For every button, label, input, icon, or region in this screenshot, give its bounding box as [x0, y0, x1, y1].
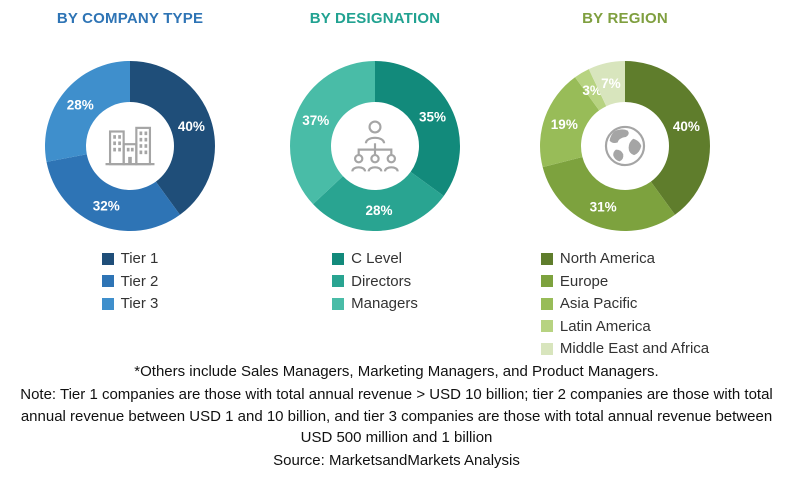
company-type-donut: 40% 32% 28%	[35, 51, 225, 241]
segment-middle-east-and-africa	[588, 61, 625, 107]
globe-icon	[596, 117, 654, 175]
legend-label: Directors	[351, 272, 412, 290]
chart-by-region: BY REGION 40% 31% 19% 3% 7% North America Eur…	[497, 10, 753, 359]
others-note: *Others include Sales Managers, Marketin…	[134, 363, 659, 380]
legend-swatch	[101, 275, 114, 288]
region-donut-svg: 40% 31% 19% 3% 7%	[540, 61, 710, 232]
legend-swatch	[540, 320, 553, 333]
chart-by-company-type: BY COMPANY TYPE 40% 32% 28%	[8, 10, 252, 314]
value-label-asia-pacific: 19%	[551, 117, 578, 132]
legend-item-latin-america: Latin America	[540, 317, 709, 337]
legend-swatch	[332, 297, 345, 310]
legend-item-asia-pacific: Asia Pacific	[540, 294, 709, 314]
legend-label: C Level	[351, 250, 402, 267]
legend-label: Europe	[559, 272, 609, 290]
segment-c-level	[375, 61, 460, 196]
chart-title: BY DESIGNATION	[309, 10, 441, 27]
legend-swatch	[101, 297, 114, 310]
segment-europe	[542, 156, 675, 232]
legend-item-tier-3: Tier 3	[101, 294, 159, 314]
legend-item-tier-2: Tier 2	[101, 272, 159, 292]
value-label-tier-3: 28%	[67, 98, 94, 113]
legend-item-north-america: North America	[540, 249, 709, 269]
segment-asia-pacific	[540, 77, 600, 168]
tier-definition-note: Note: Tier 1 companies are those with to…	[20, 385, 773, 447]
value-label-latin-america: 3%	[582, 83, 602, 98]
legend-label: Tier 1	[120, 250, 159, 267]
chart-title: BY COMPANY TYPE	[56, 10, 204, 27]
designation-donut-svg: 35% 28% 37%	[290, 61, 460, 232]
legend-swatch	[332, 252, 345, 265]
footnotes: *Others include Sales Managers, Marketin…	[0, 360, 793, 473]
value-label-managers: 37%	[302, 113, 329, 128]
value-label-tier-1: 40%	[178, 119, 205, 134]
org-chart-person-icon	[346, 117, 404, 175]
segment-north-america	[625, 61, 710, 215]
value-label-north-america: 40%	[673, 119, 700, 134]
legend-label: Tier 3	[120, 295, 159, 312]
segment-tier-3	[44, 61, 130, 162]
legend-swatch	[101, 252, 114, 265]
chart-title: BY REGION	[582, 10, 668, 27]
legend-item-c-level: C Level	[332, 249, 418, 269]
legend-label: Middle East and Africa	[559, 340, 710, 357]
legend-label: North America	[559, 250, 655, 267]
region-donut: 40% 31% 19% 3% 7%	[530, 51, 720, 241]
legend-swatch	[332, 275, 345, 288]
legend-swatch	[540, 297, 553, 310]
segment-tier-1	[130, 61, 216, 215]
legend-item-europe: Europe	[540, 272, 709, 292]
segment-managers	[290, 61, 375, 205]
value-label-directors: 28%	[366, 203, 393, 218]
legend-item-middle-east-and-africa: Middle East and Africa	[540, 339, 710, 359]
legend-swatch	[540, 252, 553, 265]
legend-item-directors: Directors	[332, 272, 418, 292]
source-note: Source: MarketsandMarkets Analysis	[273, 452, 520, 469]
region-legend: North America Europe Asia Pacific Latin Ame…	[540, 249, 710, 359]
value-label-c-level: 35%	[419, 109, 446, 124]
company-type-donut-svg: 40% 32% 28%	[44, 61, 216, 232]
legend-label: Tier 2	[120, 272, 159, 290]
segment-directors	[313, 171, 444, 232]
value-label-europe: 31%	[590, 199, 617, 214]
legend-label: Latin America	[559, 317, 651, 335]
buildings-icon	[101, 117, 159, 175]
legend-swatch	[540, 342, 553, 355]
legend-item-tier-1: Tier 1	[101, 249, 159, 269]
designation-legend: C Level Directors Managers	[332, 249, 418, 314]
chart-by-designation: BY DESIGNATION 35% 28% 37% C	[253, 10, 497, 314]
legend-swatch	[540, 275, 553, 288]
legend-label: Managers	[351, 295, 418, 312]
designation-donut: 35% 28% 37%	[280, 51, 470, 241]
segment-latin-america	[575, 69, 607, 111]
company-type-legend: Tier 1 Tier 2 Tier 3	[101, 249, 159, 314]
segment-tier-2	[46, 154, 180, 232]
value-label-tier-2: 32%	[93, 199, 120, 214]
legend-item-managers: Managers	[332, 294, 418, 314]
legend-label: Asia Pacific	[559, 295, 638, 312]
value-label-middle-east-and-africa: 7%	[601, 76, 621, 91]
